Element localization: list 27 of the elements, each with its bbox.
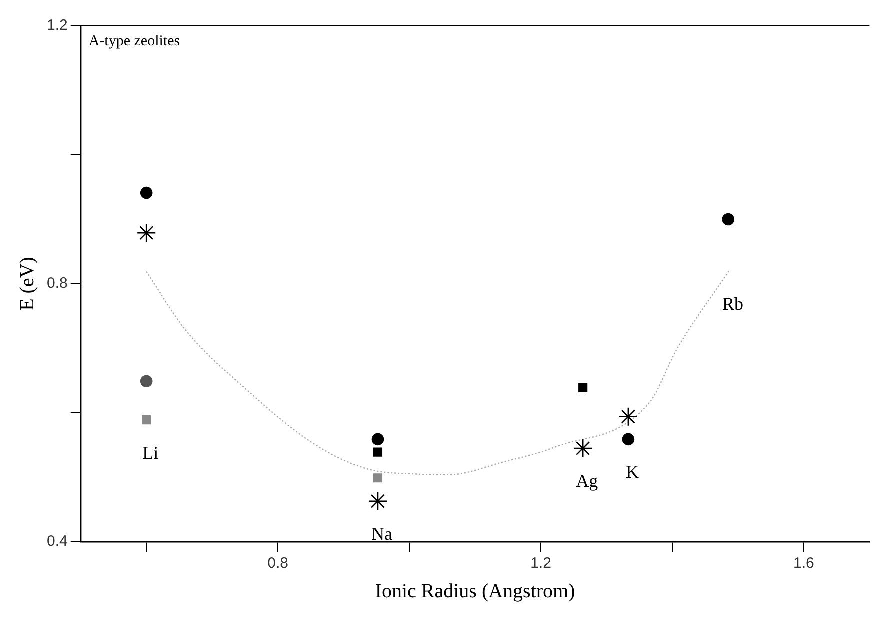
y-tick-label: 0.8 — [46, 275, 68, 292]
annotation: Li — [142, 442, 159, 463]
point — [136, 223, 156, 243]
point — [622, 433, 635, 446]
annotation: Na — [371, 524, 392, 544]
point — [573, 438, 593, 458]
annotation: Ag — [576, 471, 598, 492]
point — [618, 407, 638, 427]
point — [142, 416, 152, 425]
point — [372, 433, 384, 446]
x-axis-title: Ionic Radius (Angstrom) — [375, 580, 576, 602]
text: A-type zeolites — [88, 33, 180, 50]
x-tick-label: 1.2 — [530, 555, 552, 572]
point — [368, 492, 388, 512]
x-tick-label: 0.8 — [268, 555, 288, 572]
point — [140, 186, 153, 200]
point — [140, 375, 153, 388]
y-tick-label: 0.4 — [46, 533, 68, 550]
y-tick-label: 1.2 — [46, 17, 68, 34]
annotation: Rb — [722, 294, 744, 314]
annotation: K — [626, 462, 639, 482]
point — [373, 474, 383, 483]
point — [578, 383, 588, 392]
x-tick-label: 1.6 — [794, 555, 814, 572]
point — [373, 448, 383, 457]
y-axis-title: E (eV) — [16, 257, 38, 311]
point — [722, 213, 735, 226]
